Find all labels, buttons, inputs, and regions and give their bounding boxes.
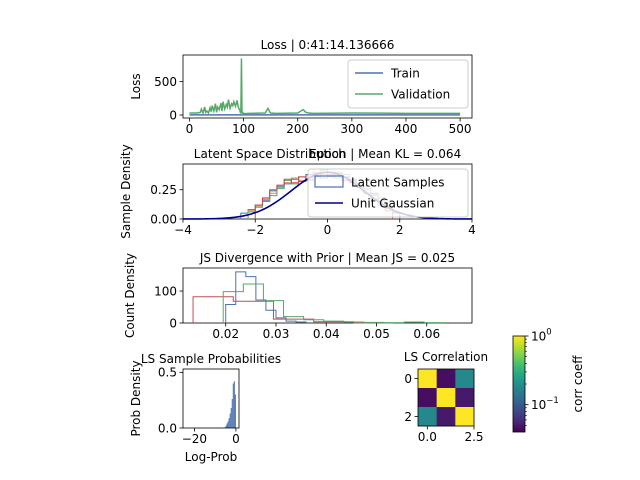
y-tick-label: 0 xyxy=(169,316,177,330)
panel-title: Latent Space Distribution | Mean KL = 0.… xyxy=(194,147,461,161)
x-tick-label: −2 xyxy=(246,223,264,237)
y-tick-label: 0.25 xyxy=(150,183,177,197)
heatmap-cell xyxy=(455,369,475,389)
logprob-axes-frame xyxy=(182,368,240,429)
logprob-panel: −20 0 0.0 0.5LS Sample Probabilities Log-Pro… xyxy=(129,352,281,464)
y-axis-label: Prob Density xyxy=(129,360,143,436)
heatmap-cell xyxy=(436,388,456,408)
loss-axes-frame xyxy=(182,54,473,119)
x-tick-label: 400 xyxy=(395,122,418,136)
legend-label: Latent Samples xyxy=(351,176,445,190)
y-tick-label: 0.0 xyxy=(158,421,177,435)
histogram-bar xyxy=(234,394,236,428)
y-axis-label: Count Density xyxy=(123,253,137,338)
x-tick-label: 0.0 xyxy=(418,430,437,444)
panel-title: JS Divergence with Prior | Mean JS = 0.0… xyxy=(199,251,455,265)
y-tick-label: 100 xyxy=(154,284,177,298)
colorbar-tick-base: 10 xyxy=(531,398,546,412)
js-panel: 0.02 0.03 0.04 0.05 0.06 0 100 JS Divergence wi… xyxy=(123,251,473,341)
y-axis-label: Sample Density xyxy=(119,144,133,238)
histogram-bar xyxy=(230,407,232,428)
legend-swatch xyxy=(314,175,344,188)
x-tick-label: 300 xyxy=(340,122,363,136)
x-tick-label: 0.05 xyxy=(363,327,390,341)
y-tick-label: 500 xyxy=(154,75,177,89)
y-tick-label: 0.5 xyxy=(158,366,177,380)
panel-title: LS Correlation xyxy=(404,350,488,364)
x-tick-label: 0 xyxy=(324,223,332,237)
latent-panel: −4 −2 0 2 4 0.00 0.25 Latent Space Distribution… xyxy=(119,144,476,238)
x-tick-label: 0.06 xyxy=(413,327,440,341)
x-tick-label: 500 xyxy=(449,122,472,136)
x-axis-label: Log-Prob xyxy=(185,450,237,464)
heatmap-cell xyxy=(418,369,437,389)
legend-label: Unit Gaussian xyxy=(351,197,434,211)
x-tick-label: 0.03 xyxy=(263,327,290,341)
js-axes-frame xyxy=(182,267,473,324)
series-line xyxy=(189,58,461,116)
x-tick-label: 2.5 xyxy=(464,430,483,444)
heatmap-cell xyxy=(436,407,456,427)
correlation-panel: 0.0 2.5 0 2 LS Correlation xyxy=(404,350,488,444)
histogram-bar xyxy=(229,413,231,428)
x-tick-label: 4 xyxy=(468,223,476,237)
histogram-bar xyxy=(227,421,229,428)
colorbar-tick-label: 100 xyxy=(531,328,552,344)
y-tick-label: 2 xyxy=(404,410,412,424)
histogram-bar xyxy=(232,383,234,428)
histogram-bar xyxy=(233,381,235,428)
panel-title: LS Sample Probabilities xyxy=(141,352,281,366)
colorbar-label: corr coeff xyxy=(571,355,585,413)
y-axis-label: Loss xyxy=(129,73,143,99)
heatmap-cell xyxy=(418,407,437,427)
x-tick-label: 200 xyxy=(286,122,309,136)
x-tick-label: 0 xyxy=(186,122,194,136)
histogram-bar xyxy=(228,417,230,428)
x-tick-label: 0.02 xyxy=(212,327,239,341)
loss-panel: 0 100 200 300 400 500 0 500 Loss | 0:41:14.13666… xyxy=(129,38,473,161)
x-tick-label: 0.04 xyxy=(313,327,340,341)
y-tick-label: 0 xyxy=(169,108,177,122)
heatmap-cell xyxy=(455,407,475,427)
y-tick-label: 0.00 xyxy=(150,212,177,226)
colorbar-tick-base: 10 xyxy=(531,330,546,344)
x-tick-label: 2 xyxy=(396,223,404,237)
colorbar xyxy=(512,335,526,433)
x-tick-label: −20 xyxy=(182,432,207,446)
heatmap-cell xyxy=(418,388,437,408)
colorbar-tick-label: 10−1 xyxy=(531,396,559,412)
histogram-bar xyxy=(226,423,228,428)
legend-box xyxy=(347,59,469,109)
heatmap-cell xyxy=(455,388,475,408)
x-tick-label: 100 xyxy=(232,122,255,136)
legend-label: Train xyxy=(390,67,420,81)
x-axis-label: Epoch xyxy=(309,147,346,161)
colorbar-tick-exp: 0 xyxy=(546,328,551,338)
x-tick-label: −4 xyxy=(174,223,192,237)
legend-box xyxy=(307,168,469,218)
histogram-bar xyxy=(231,399,233,428)
histogram-step xyxy=(222,283,445,324)
legend-label: Validation xyxy=(391,88,450,102)
y-tick-label: 0 xyxy=(404,372,412,386)
x-tick-label: 0 xyxy=(232,432,240,446)
heatmap-cell xyxy=(436,369,456,389)
histogram-bar xyxy=(225,425,227,428)
histogram-step xyxy=(225,271,307,323)
panel-title: Loss | 0:41:14.136666 xyxy=(261,38,395,52)
correlation-axes-frame xyxy=(417,368,475,427)
colorbar-tick-exp: −1 xyxy=(546,396,559,406)
